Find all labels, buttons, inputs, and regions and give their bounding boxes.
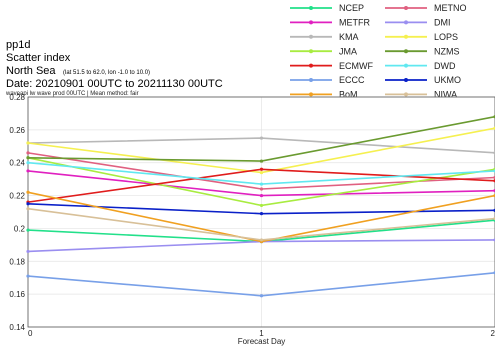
x-axis-label: Forecast Day [238, 337, 286, 346]
series-point-jma [259, 203, 264, 208]
y-tick-label: 0.24 [9, 159, 25, 168]
chart-legend: NCEP METNO METFR DMI KMA LOPS JMA NZMS ECMWF DWD E… [290, 3, 467, 100]
series-point-metno [259, 187, 264, 191]
y-tick-label: 0.18 [9, 257, 25, 266]
series-point-dwd [26, 161, 30, 165]
legend-label-niwa: NIWA [434, 90, 457, 100]
legend-marker-lops [404, 34, 408, 39]
series-point-metfr [259, 193, 264, 198]
legend-label-kma: KMA [339, 32, 359, 42]
series-point-eccc [26, 274, 30, 278]
series-point-kma [259, 136, 264, 140]
y-tick-label: 0.2 [14, 224, 26, 233]
series-point-dmi [26, 249, 30, 254]
region-coords: (lat 51.5 to 62.0, lon -1.0 to 10.0) [63, 70, 150, 76]
legend-marker-ecmwf [309, 63, 313, 68]
legend-marker-ncep [309, 6, 313, 10]
series-point-ukmo [26, 202, 30, 206]
legend-label-dmi: DMI [434, 18, 451, 28]
legend-marker-ukmo [404, 78, 408, 82]
series-point-eccc [259, 294, 264, 298]
legend-label-ecmwf: ECMWF [339, 61, 373, 71]
series-point-lops [26, 141, 30, 145]
chart-title-line1: pp1d [6, 39, 30, 51]
chart-date-range: Date: 20210901 00UTC to 20211130 00UTC [6, 78, 223, 90]
legend-marker-dwd [404, 63, 408, 68]
series-point-lops [259, 170, 264, 175]
legend-label-dwd: DWD [434, 61, 456, 71]
series-point-niwa [259, 238, 264, 242]
legend-label-ncep: NCEP [339, 3, 364, 13]
series-point-niwa [26, 207, 30, 211]
y-tick-label: 0.14 [9, 323, 25, 332]
chart-region: North Sea (lat 51.5 to 62.0, lon -1.0 to… [6, 61, 150, 78]
legend-marker-bom [309, 92, 313, 97]
plot-frame [27, 96, 495, 328]
legend-label-metno: METNO [434, 3, 467, 13]
series-point-nzms [259, 159, 264, 163]
region-name: North Sea [6, 65, 56, 77]
chart-subtitle: waveapi lw wave prod 00UTC | Mean method… [5, 91, 139, 97]
legend-label-bom: BoM [339, 90, 358, 100]
legend-label-ukmo: UKMO [434, 75, 461, 85]
y-tick-label: 0.28 [9, 93, 25, 102]
y-tick-label: 0.16 [9, 290, 25, 299]
series-point-dwd [259, 182, 264, 186]
series-point-metno [26, 151, 30, 155]
series-point-nzms [26, 156, 30, 160]
legend-label-lops: LOPS [434, 32, 458, 42]
series-point-ncep [26, 228, 30, 232]
series-point-metfr [26, 169, 30, 173]
series-point-bom [26, 190, 30, 194]
legend-label-jma: JMA [339, 46, 357, 56]
series-point-ecmwf [259, 167, 264, 171]
legend-marker-dmi [404, 20, 408, 25]
legend-marker-kma [309, 34, 313, 39]
legend-label-nzms: NZMS [434, 46, 460, 56]
legend-label-eccc: ECCC [339, 75, 365, 85]
legend-marker-eccc [309, 78, 313, 82]
legend-label-metfr: METFR [339, 18, 370, 28]
chart-title-line2: Scatter index [6, 52, 71, 64]
x-tick-label: 2 [491, 329, 495, 338]
y-tick-label: 0.22 [9, 192, 25, 201]
y-tick-label: 0.26 [9, 126, 25, 135]
legend-marker-niwa [404, 92, 408, 97]
plot-area: 0.14 0.16 0.18 0.2 0.22 0.24 0.26 0.28 0 1 2 [9, 93, 495, 338]
x-tick-label: 0 [28, 329, 33, 338]
series-point-ukmo [259, 212, 264, 216]
x-tick-label: 1 [259, 329, 264, 338]
legend-marker-metno [404, 6, 408, 10]
legend-marker-nzms [404, 49, 408, 54]
legend-marker-jma [309, 49, 313, 54]
legend-marker-metfr [309, 20, 313, 25]
